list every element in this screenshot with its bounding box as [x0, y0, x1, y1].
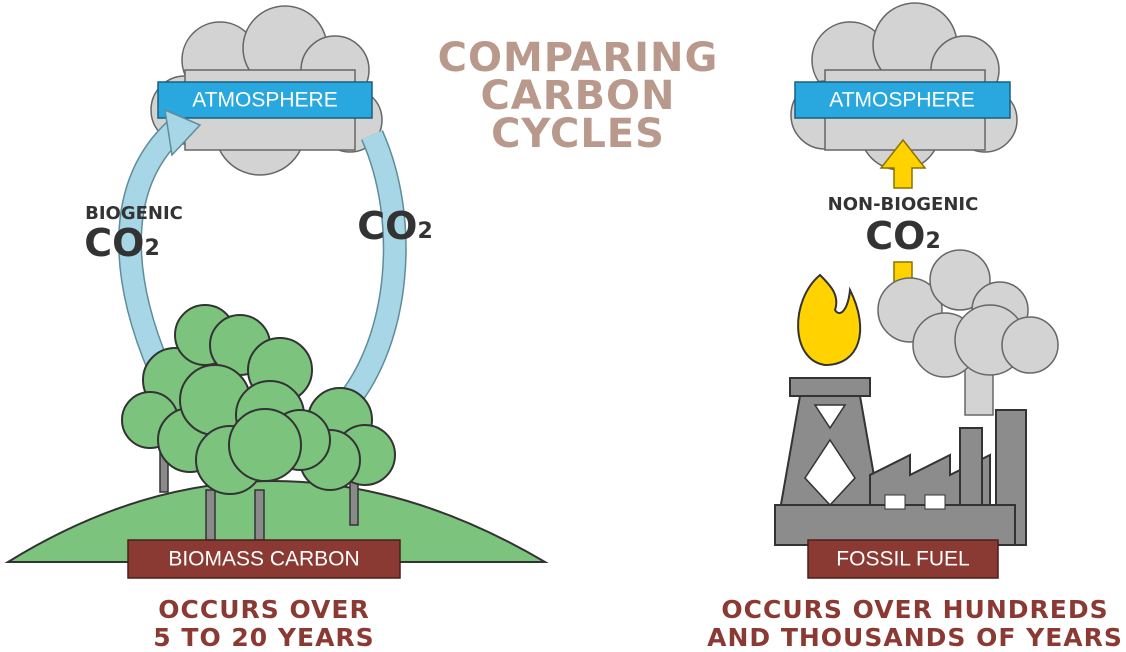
- arrow-head: [164, 108, 202, 157]
- atmosphere-box: [157, 81, 373, 119]
- flame: [797, 273, 862, 367]
- source-label: FOSSIL FUEL: [836, 548, 969, 571]
- co2-sub: 2: [417, 219, 432, 244]
- co2-main: CO: [84, 221, 144, 265]
- timescale: OCCURS OVER: [158, 595, 369, 624]
- co2-label: CO2: [357, 204, 433, 248]
- co2-sub: 2: [925, 229, 940, 254]
- source-box: [807, 539, 999, 579]
- atmosphere-label: ATMOSPHERE: [192, 89, 337, 112]
- smoke: [877, 249, 1059, 416]
- co2-main: CO: [357, 204, 417, 248]
- source-label: BIOMASS CARBON: [168, 548, 359, 571]
- factory: [774, 377, 1027, 546]
- co2-sub: 2: [144, 236, 159, 261]
- title-line: CARBON: [480, 73, 675, 119]
- timescale: 5 TO 20 YEARS: [153, 623, 374, 652]
- trees: [121, 304, 396, 541]
- arrow: [336, 130, 406, 412]
- co2-label: CO2: [84, 221, 160, 265]
- co2-main: CO: [865, 214, 925, 258]
- biogenic-label: BIOGENIC: [85, 203, 183, 224]
- atmosphere-box: [794, 81, 1011, 119]
- arrow: [119, 122, 183, 375]
- title-line: CYCLES: [491, 111, 665, 157]
- source-box: [127, 539, 401, 579]
- co2-label: CO2: [865, 214, 941, 258]
- timescale: OCCURS OVER HUNDREDS: [721, 595, 1108, 624]
- title-line: COMPARING: [438, 35, 719, 81]
- timescale: AND THOUSANDS OF YEARS: [707, 623, 1123, 652]
- non-biogenic-label: NON-BIOGENIC: [828, 194, 979, 215]
- atmosphere-label: ATMOSPHERE: [829, 89, 974, 112]
- arrow: [879, 138, 927, 189]
